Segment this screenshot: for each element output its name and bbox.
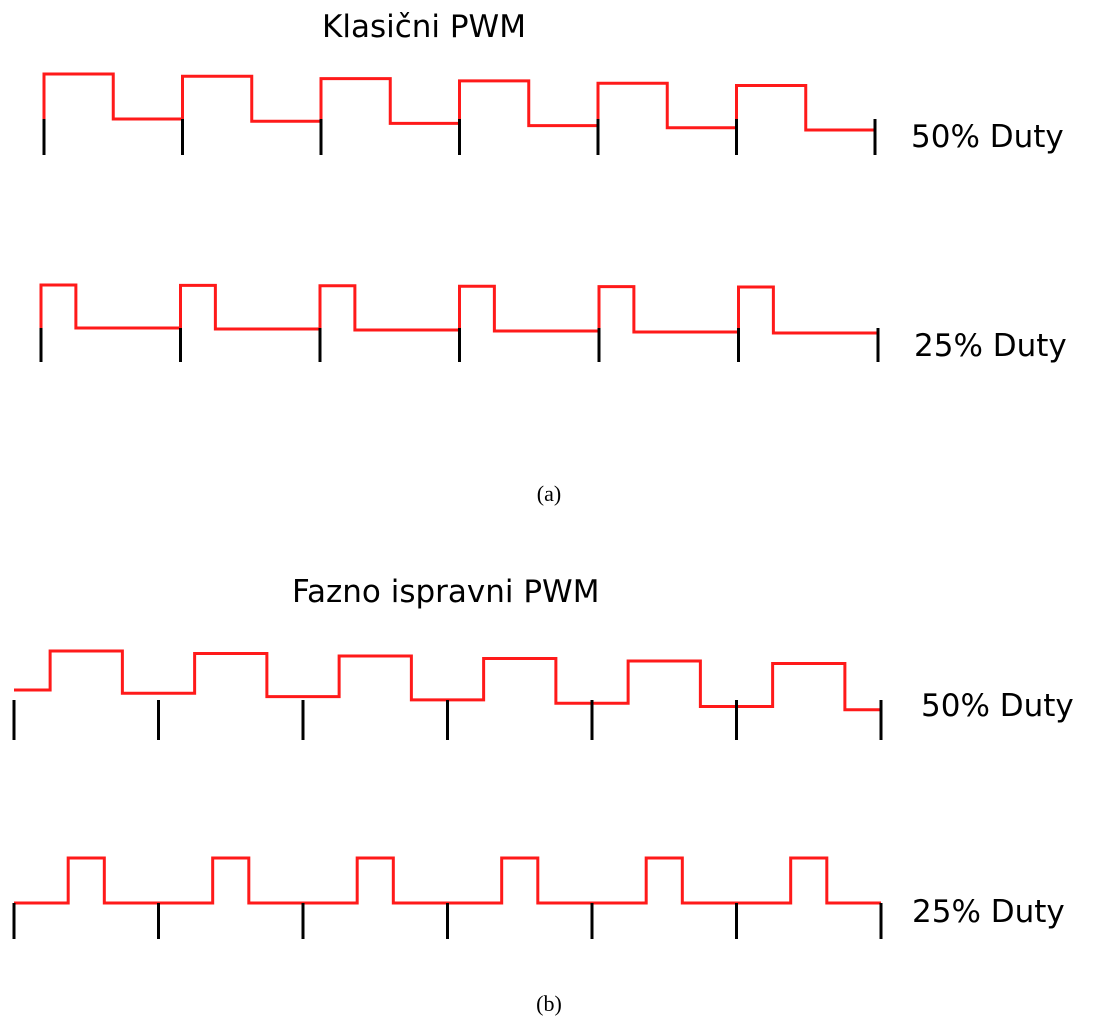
figure-b-caption: (b) bbox=[536, 991, 562, 1016]
phase-correct-pwm-50-waveform bbox=[12, 649, 883, 740]
waveform-line bbox=[39, 283, 880, 335]
figure-b-top-duty-label: 50% Duty bbox=[921, 688, 1074, 724]
figure-a-top-duty-label: 50% Duty bbox=[911, 119, 1064, 155]
figure-a-title: Klasični PWM bbox=[322, 9, 526, 45]
figure-a-bottom-duty-label: 25% Duty bbox=[914, 328, 1067, 364]
classic-pwm-50-waveform bbox=[42, 72, 877, 155]
waveform-line bbox=[14, 856, 881, 905]
phase-correct-pwm-25-waveform bbox=[12, 856, 883, 939]
figure-a-caption: (a) bbox=[536, 481, 562, 506]
classic-pwm-25-waveform bbox=[39, 283, 880, 362]
figure-b-bottom-duty-label: 25% Duty bbox=[912, 894, 1065, 930]
waveform-line bbox=[14, 649, 883, 740]
figure-b-title: Fazno ispravni PWM bbox=[292, 574, 600, 610]
waveform-line bbox=[42, 72, 877, 132]
